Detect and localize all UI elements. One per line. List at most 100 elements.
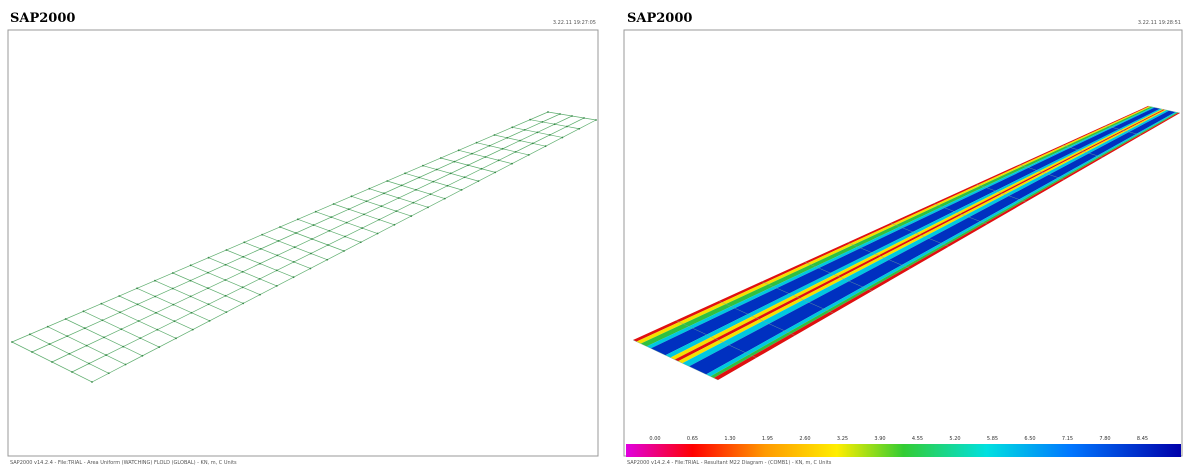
joint <box>226 311 228 313</box>
contour-band <box>682 110 1169 366</box>
color-bar <box>626 444 1181 457</box>
joint <box>279 226 281 228</box>
joint <box>207 272 209 274</box>
joint <box>139 337 141 339</box>
joint <box>404 172 406 174</box>
joint <box>430 193 432 195</box>
status-footer: SAP2000 v14.2.4 - File:TRIAL - Area Unif… <box>10 460 237 466</box>
joint <box>122 346 124 348</box>
joint <box>583 117 585 119</box>
joint <box>494 172 496 174</box>
legend-label: 3.25 <box>837 436 848 442</box>
joint <box>571 115 573 117</box>
timestamp: 3.22.11 19:27:05 <box>553 20 596 26</box>
window-title: SAP2000 <box>627 11 692 26</box>
joint <box>476 142 478 144</box>
joint <box>549 134 551 136</box>
joint <box>377 233 379 235</box>
legend-label: 0.65 <box>687 436 698 442</box>
joint <box>498 159 500 161</box>
joint <box>226 249 228 251</box>
joint <box>47 326 49 328</box>
joint <box>49 343 51 345</box>
legend-label: 5.20 <box>949 436 960 442</box>
joint <box>481 168 483 170</box>
joint <box>368 188 370 190</box>
joint <box>346 222 348 224</box>
joint <box>467 164 469 166</box>
joint <box>66 335 68 337</box>
joint <box>297 218 299 220</box>
joint <box>333 203 335 205</box>
joint <box>119 311 121 313</box>
joint <box>366 200 368 202</box>
joint <box>11 341 13 343</box>
joint <box>432 181 434 183</box>
joint <box>395 210 397 212</box>
joint <box>378 219 380 221</box>
joint <box>86 345 88 347</box>
joint <box>242 271 244 273</box>
joint <box>242 303 244 305</box>
joint <box>542 121 544 123</box>
joint <box>278 240 280 242</box>
window-title: SAP2000 <box>10 11 75 26</box>
joint <box>386 180 388 182</box>
joint <box>489 145 491 147</box>
joint <box>224 279 226 281</box>
joint <box>536 132 538 134</box>
joint <box>524 129 526 131</box>
legend-label: 6.50 <box>1024 436 1035 442</box>
joint <box>363 214 365 216</box>
left-window: SAP2000 3.22.11 19:27:05 SAP2000 v14.2.4… <box>8 11 598 466</box>
joint <box>155 312 157 314</box>
joint <box>100 303 102 305</box>
joint <box>208 257 210 259</box>
legend-label: 5.85 <box>987 436 998 442</box>
joint <box>242 256 244 258</box>
joint <box>31 351 33 353</box>
legend-label: 1.30 <box>724 436 735 442</box>
legend-label: 3.90 <box>874 436 885 442</box>
joint <box>120 328 122 330</box>
joint <box>136 287 138 289</box>
joint <box>276 270 278 272</box>
joint <box>566 126 568 128</box>
contour-band <box>670 109 1163 360</box>
joint <box>88 363 90 365</box>
joint <box>138 320 140 322</box>
joint <box>137 304 139 306</box>
joint <box>84 327 86 329</box>
joint <box>595 119 597 121</box>
joint <box>158 346 160 348</box>
joint <box>440 157 442 159</box>
joint <box>427 206 429 208</box>
joint <box>436 169 438 171</box>
joint <box>260 248 262 250</box>
joint <box>91 381 93 383</box>
joint <box>105 354 107 356</box>
contour-band <box>706 112 1177 376</box>
joint <box>484 156 486 158</box>
joint <box>293 276 295 278</box>
joint <box>192 329 194 331</box>
joint <box>454 161 456 163</box>
joint <box>361 227 363 229</box>
joint <box>532 143 534 145</box>
joint <box>545 145 547 147</box>
joint <box>65 318 67 320</box>
legend-label: 8.45 <box>1137 436 1148 442</box>
legend-label: 7.15 <box>1062 436 1073 442</box>
timestamp: 3.22.11 19:28:51 <box>1138 20 1181 26</box>
joint <box>51 361 53 363</box>
joint <box>29 333 31 335</box>
contour-band <box>633 106 1149 342</box>
joint <box>259 263 261 265</box>
status-footer: SAP2000 v14.2.4 - File:TRIAL - Resultant… <box>627 460 832 466</box>
joint <box>207 287 209 289</box>
joint <box>172 304 174 306</box>
joint <box>313 224 315 226</box>
joint <box>225 264 227 266</box>
joint <box>125 364 127 366</box>
